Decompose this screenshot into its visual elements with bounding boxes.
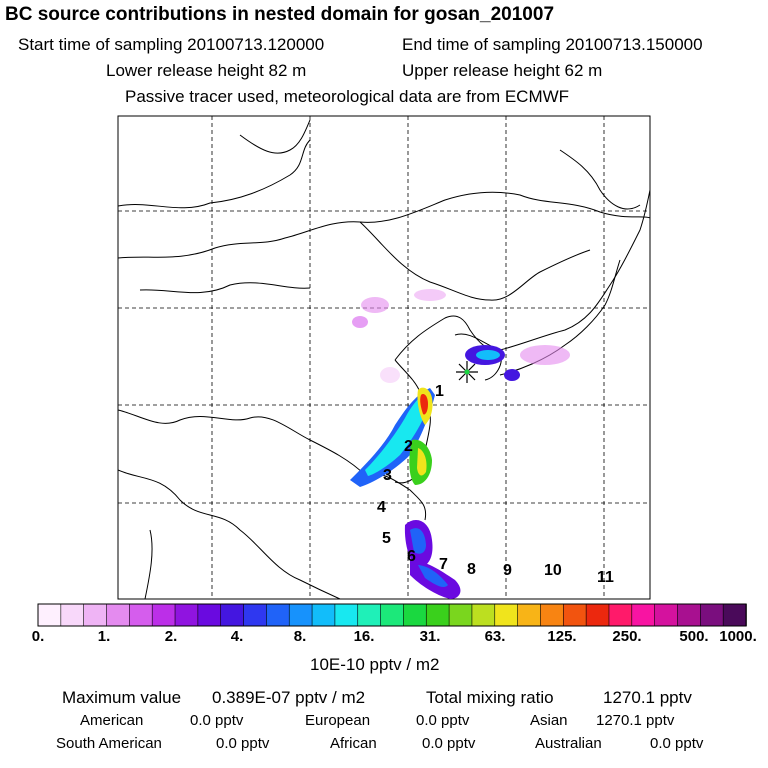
colorbar-swatch	[106, 603, 131, 627]
colorbar-swatch	[83, 603, 108, 627]
region-label-3: 3	[383, 467, 392, 484]
colorbar-swatch	[197, 603, 222, 627]
colorbar-swatch	[540, 603, 565, 627]
lower-release-height: Lower release height 82 m	[106, 61, 307, 80]
page-title: BC source contributions in nested domain…	[5, 4, 555, 25]
concentration-field	[350, 289, 570, 599]
colorbar-swatch	[425, 603, 450, 627]
australian-value: 0.0 pptv	[650, 735, 704, 752]
region-label-11: 11	[597, 569, 614, 586]
south-american-value: 0.0 pptv	[216, 735, 270, 752]
colorbar-tick-label: 31.	[419, 628, 441, 645]
asian-label: Asian	[530, 712, 568, 729]
asian-value: 1270.1 pptv	[596, 712, 675, 729]
colorbar-tick-label: 8.	[293, 628, 307, 645]
colorbar-tick-label: 2.	[164, 628, 178, 645]
colorbar-tick-label: 1.	[97, 628, 111, 645]
colorbar-swatch	[129, 603, 153, 627]
colorbar-swatch	[677, 603, 702, 627]
australian-label: Australian	[535, 735, 602, 752]
region-label-5: 5	[382, 530, 391, 547]
region-label-2: 2	[404, 438, 413, 455]
colorbar-swatch	[700, 603, 724, 627]
region-label-7: 7	[439, 556, 448, 573]
region-label-1: 1	[435, 383, 444, 400]
colorbar	[37, 603, 747, 627]
total-mixing-value: 1270.1 pptv	[603, 688, 692, 707]
colorbar-tick-label: 125.	[547, 628, 577, 645]
colorbar-swatch	[380, 603, 405, 627]
colorbar-swatch	[220, 603, 245, 627]
model-note: Passive tracer used, meteorological data…	[125, 87, 570, 106]
start-time: Start time of sampling 20100713.120000	[18, 35, 325, 54]
end-time: End time of sampling 20100713.150000	[402, 35, 703, 54]
african-label: African	[330, 735, 377, 752]
colorbar-swatch	[243, 603, 268, 627]
region-label-8: 8	[467, 561, 476, 578]
colorbar-swatch	[266, 603, 291, 627]
european-label: European	[305, 712, 371, 729]
colorbar-swatch	[60, 603, 85, 627]
colorbar-swatch	[471, 603, 496, 627]
colorbar-swatch	[631, 603, 656, 627]
upper-release-height: Upper release height 62 m	[402, 61, 603, 80]
south-american-label: South American	[56, 735, 162, 752]
colorbar-swatch	[722, 603, 747, 627]
colorbar-swatch	[288, 603, 313, 627]
colorbar-swatch	[448, 603, 473, 627]
region-label-9: 9	[503, 562, 512, 579]
colorbar-tick-label: 1000.	[719, 628, 757, 645]
american-label: American	[80, 712, 144, 729]
colorbar-swatch	[334, 603, 359, 627]
max-value-label: Maximum value	[62, 688, 182, 707]
european-value: 0.0 pptv	[416, 712, 470, 729]
colorbar-swatch	[311, 603, 336, 627]
colorbar-swatch	[174, 603, 199, 627]
receptor-marker	[456, 361, 478, 383]
region-label-10: 10	[544, 562, 562, 579]
colorbar-frame	[37, 603, 747, 627]
total-mixing-label: Total mixing ratio	[426, 688, 554, 707]
colorbar-swatch	[562, 603, 587, 627]
colorbar-swatch	[37, 603, 62, 627]
colorbar-swatch	[654, 603, 679, 627]
colorbar-swatch	[151, 603, 176, 627]
colorbar-tick-label: 4.	[230, 628, 244, 645]
colorbar-swatch	[608, 603, 633, 627]
colorbar-tick-label: 0.	[31, 628, 45, 645]
colorbar-unit: 10E-10 pptv / m2	[310, 655, 440, 674]
colorbar-tick-label: 500.	[679, 628, 709, 645]
region-label-6: 6	[407, 548, 416, 565]
max-value: 0.389E-07 pptv / m2	[212, 688, 366, 707]
colorbar-swatch	[494, 603, 519, 627]
colorbar-swatch	[403, 603, 428, 627]
colorbar-swatch	[585, 603, 610, 627]
colorbar-swatch	[357, 603, 382, 627]
colorbar-swatch	[517, 603, 542, 627]
colorbar-tick-label: 250.	[612, 628, 642, 645]
map-coastlines	[118, 119, 650, 599]
colorbar-tick-label: 16.	[353, 628, 375, 645]
american-value: 0.0 pptv	[190, 712, 244, 729]
region-label-4: 4	[377, 499, 386, 516]
colorbar-tick-label: 63.	[484, 628, 506, 645]
african-value: 0.0 pptv	[422, 735, 476, 752]
